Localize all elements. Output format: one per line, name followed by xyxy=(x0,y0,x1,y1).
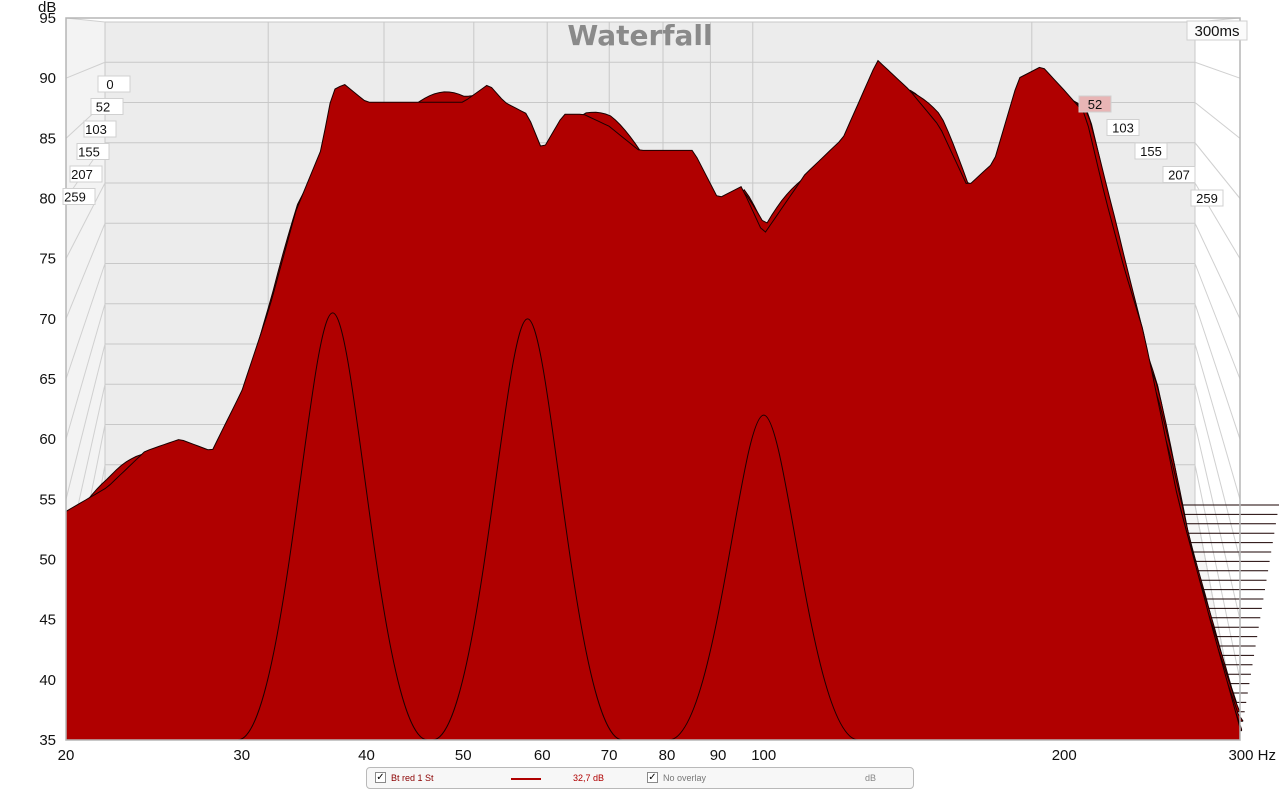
x-tick-label: 80 xyxy=(659,747,676,764)
time-slice-label-box xyxy=(76,143,110,160)
left-wall-grid xyxy=(65,61,106,79)
y-tick-label: 95 xyxy=(39,10,56,27)
y-tick-label: 85 xyxy=(39,130,56,147)
y-tick-label: 45 xyxy=(39,612,56,629)
time-slice-label-box xyxy=(90,98,124,115)
time-slice-label-right: 207 xyxy=(1168,168,1190,183)
y-tick-label: 35 xyxy=(39,732,56,749)
right-wall-grid xyxy=(1194,263,1241,380)
left-wall-grid xyxy=(65,223,106,320)
series-value: 32,7 dB xyxy=(573,773,605,783)
plot-frame xyxy=(65,17,1241,741)
time-slice-label-left: 259 xyxy=(64,190,86,205)
time-slice-label-right: 103 xyxy=(1112,121,1134,136)
series-name: Bt red 1 St xyxy=(391,773,434,783)
time-slice-label-box xyxy=(1106,119,1140,136)
right-wall-grid xyxy=(1194,464,1241,680)
overlay-checkbox[interactable]: ✓ xyxy=(647,772,658,783)
time-slice-label-box xyxy=(1078,95,1112,113)
waterfall-slices xyxy=(65,59,1279,741)
x-tick-label: 300 Hz xyxy=(1228,747,1276,764)
x-tick-label: 30 xyxy=(233,747,250,764)
x-tick-label: 40 xyxy=(358,747,375,764)
time-slice-label-box xyxy=(1134,142,1168,160)
decay-peak xyxy=(432,318,623,741)
right-wall-grid xyxy=(1194,102,1241,139)
time-slice-label-right: 155 xyxy=(1140,144,1162,159)
right-wall-grid xyxy=(1194,384,1241,560)
series-line-swatch xyxy=(511,778,541,780)
chart-title: Waterfall xyxy=(567,19,712,52)
time-slice-label-left: 207 xyxy=(71,167,93,182)
x-tick-label: 70 xyxy=(601,747,618,764)
overlay-unit: dB xyxy=(865,773,877,783)
time-slice-label-box xyxy=(1162,166,1196,183)
x-tick-label: 200 xyxy=(1052,747,1077,764)
time-slice-label-box xyxy=(1190,189,1224,207)
time-slice-label-left: 52 xyxy=(96,100,110,115)
y-tick-label: 60 xyxy=(39,431,56,448)
y-axis-ticks: 35 40 45 50 55 60 65 70 75 80 85 90 95 xyxy=(39,10,56,749)
x-tick-label: 100 xyxy=(751,747,776,764)
right-wall-grid xyxy=(1194,61,1241,79)
right-wall-grid xyxy=(1194,343,1241,500)
left-wall-grid xyxy=(65,182,106,259)
right-wall-grid xyxy=(1194,223,1241,320)
time-slice-label-box xyxy=(83,120,117,138)
time-slice-label-left: 103 xyxy=(85,122,107,137)
y-tick-label: 50 xyxy=(39,552,56,569)
x-tick-label: 20 xyxy=(58,747,75,764)
time-window-text: 300ms xyxy=(1194,23,1239,40)
y-tick-label: 90 xyxy=(39,70,56,87)
decay-peak xyxy=(237,312,428,741)
legend-bar: ✓ Bt red 1 St 32,7 dB ✓ No overlay dB xyxy=(366,767,914,789)
time-slice-label-box xyxy=(69,165,103,183)
y-tick-label: 55 xyxy=(39,491,56,508)
left-wall-grid xyxy=(65,343,106,500)
time-slice-label-left: 155 xyxy=(78,145,100,160)
y-tick-label: 75 xyxy=(39,251,56,268)
y-tick-label: 65 xyxy=(39,371,56,388)
right-wall-grid xyxy=(1194,424,1241,620)
time-slice-label-right: 52 xyxy=(1088,97,1102,112)
right-wall-grid xyxy=(1194,303,1241,440)
series-checkbox[interactable]: ✓ xyxy=(375,772,386,783)
decay-peak xyxy=(668,414,859,741)
plot-border xyxy=(65,17,1241,741)
time-slice-label-box xyxy=(62,188,96,205)
time-slice-labels: 0 52 103 155 207 259 52 103 155 207 259 xyxy=(62,75,1224,207)
x-tick-label: 50 xyxy=(455,747,472,764)
time-slice-label-left: 0 xyxy=(106,77,113,92)
right-wall-grid xyxy=(1194,142,1241,199)
y-axis-label: dB xyxy=(38,0,56,16)
x-tick-label: 90 xyxy=(710,747,727,764)
y-tick-label: 40 xyxy=(39,672,56,689)
left-wall-grid xyxy=(65,303,106,440)
time-slice-label-box xyxy=(97,75,131,93)
x-tick-label: 60 xyxy=(534,747,551,764)
x-axis-ticks: 20 30 40 50 60 70 80 90 100 200 300 Hz xyxy=(58,747,1276,764)
y-tick-label: 70 xyxy=(39,311,56,328)
left-wall-grid xyxy=(65,263,106,380)
time-slice-label-right: 259 xyxy=(1196,191,1218,206)
y-tick-label: 80 xyxy=(39,191,56,208)
time-window-label: 300ms xyxy=(1186,20,1248,41)
overlay-label: No overlay xyxy=(663,773,707,783)
